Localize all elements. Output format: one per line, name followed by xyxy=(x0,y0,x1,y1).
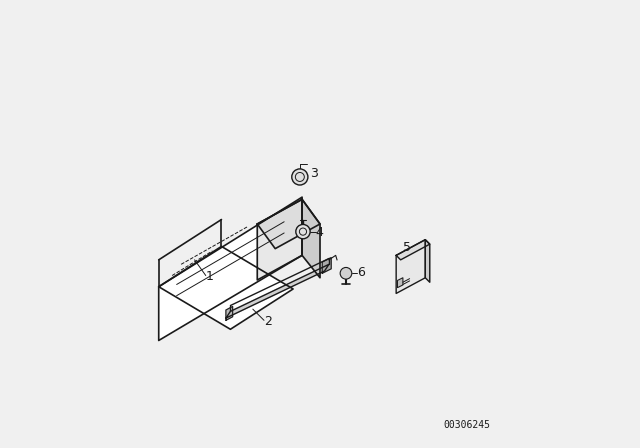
Polygon shape xyxy=(226,306,233,320)
Polygon shape xyxy=(396,240,425,293)
Text: 3: 3 xyxy=(310,167,318,180)
Text: 6: 6 xyxy=(357,266,365,279)
Polygon shape xyxy=(396,240,430,260)
Polygon shape xyxy=(323,258,332,273)
Text: 5: 5 xyxy=(403,241,411,254)
Polygon shape xyxy=(397,278,403,288)
Polygon shape xyxy=(302,199,320,278)
Text: 1: 1 xyxy=(206,270,214,283)
Circle shape xyxy=(340,267,352,279)
Polygon shape xyxy=(257,199,320,249)
Text: 00306245: 00306245 xyxy=(444,420,490,430)
Circle shape xyxy=(296,224,310,239)
Circle shape xyxy=(292,169,308,185)
Text: 4: 4 xyxy=(316,226,323,239)
Polygon shape xyxy=(425,240,430,282)
Text: 2: 2 xyxy=(264,315,272,328)
Polygon shape xyxy=(257,199,302,280)
Polygon shape xyxy=(159,246,293,329)
Polygon shape xyxy=(226,264,329,318)
Polygon shape xyxy=(159,197,302,340)
